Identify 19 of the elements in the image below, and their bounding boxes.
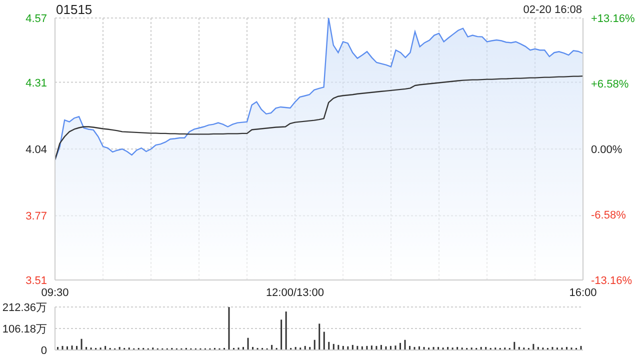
x-tick-label: 09:30 [41, 286, 69, 299]
y2-tick-label: +13.16% [591, 13, 635, 25]
x-tick-label: 16:00 [569, 286, 597, 299]
y2-tick-label: +6.58% [591, 78, 629, 90]
text: 02-20 16:08 [523, 4, 582, 16]
chart-title: 01515 [56, 2, 92, 17]
y2-tick-label: 0.00% [591, 144, 622, 156]
y-tick-label: 4.04 [26, 144, 47, 156]
y2-tick-label: -6.58% [591, 210, 626, 222]
y-tick-label: 3.51 [26, 275, 47, 287]
y-tick-label: 3.77 [26, 210, 47, 223]
y-tick-label: 4.57 [26, 13, 47, 25]
y-tick-label: 106.18万 [2, 323, 47, 336]
line-series [55, 75, 583, 160]
y2-tick-label: -13.16% [591, 275, 632, 287]
y-tick-label: 4.31 [26, 77, 47, 90]
x-tick-label: 12:00/13:00 [266, 286, 324, 299]
y-tick-label: 0 [40, 344, 47, 357]
y-tick-label: 212.36万 [2, 302, 47, 314]
